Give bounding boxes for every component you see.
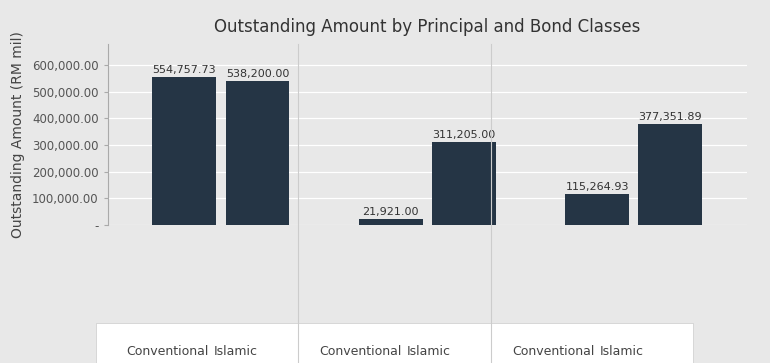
Bar bbox=[226, 81, 290, 225]
Text: 311,205.00: 311,205.00 bbox=[432, 130, 496, 140]
Text: 554,757.73: 554,757.73 bbox=[152, 65, 216, 75]
Text: 538,200.00: 538,200.00 bbox=[226, 69, 289, 79]
Text: Conventional: Conventional bbox=[320, 344, 402, 358]
Text: Conventional: Conventional bbox=[126, 344, 209, 358]
Text: Islamic: Islamic bbox=[600, 344, 644, 358]
Bar bbox=[432, 142, 496, 225]
Text: Islamic: Islamic bbox=[407, 344, 450, 358]
Bar bbox=[359, 219, 423, 225]
Text: 21,921.00: 21,921.00 bbox=[363, 207, 419, 217]
Y-axis label: Outstanding Amount (RM mil): Outstanding Amount (RM mil) bbox=[12, 31, 25, 238]
Title: Outstanding Amount by Principal and Bond Classes: Outstanding Amount by Principal and Bond… bbox=[214, 19, 641, 36]
Bar bbox=[638, 125, 702, 225]
Text: 377,351.89: 377,351.89 bbox=[638, 112, 702, 122]
Text: Islamic: Islamic bbox=[214, 344, 258, 358]
Text: 115,264.93: 115,264.93 bbox=[565, 182, 629, 192]
Text: Conventional: Conventional bbox=[512, 344, 594, 358]
Bar bbox=[565, 194, 629, 225]
Bar bbox=[152, 77, 216, 225]
